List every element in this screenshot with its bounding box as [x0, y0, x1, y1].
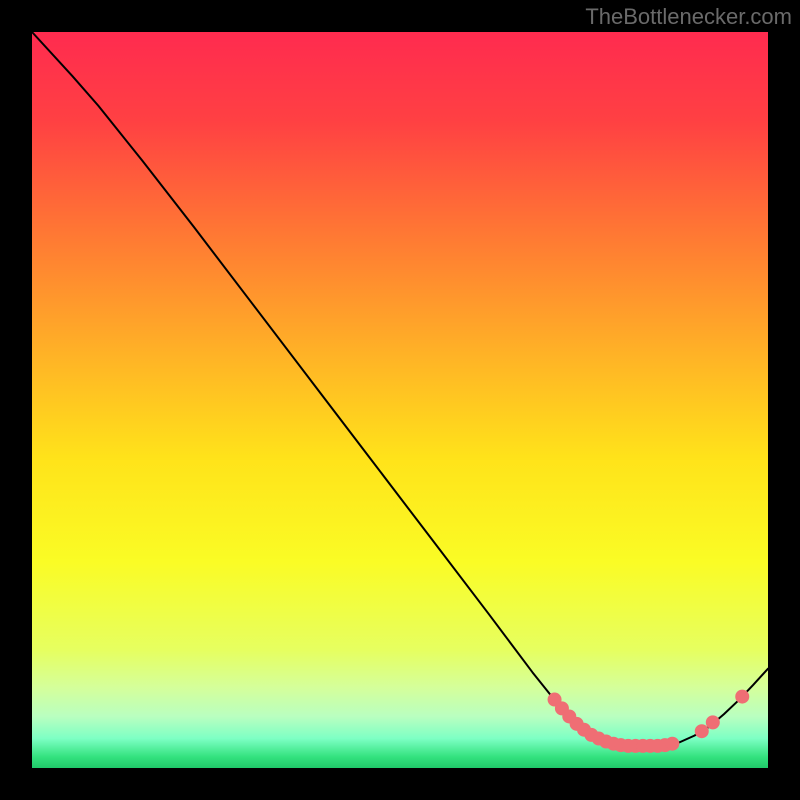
- marker-dot: [666, 737, 679, 750]
- marker-dot: [706, 716, 719, 729]
- marker-dot: [736, 690, 749, 703]
- marker-dot: [695, 725, 708, 738]
- attribution-text: TheBottlenecker.com: [585, 4, 792, 30]
- gradient-background: [32, 32, 768, 768]
- chart-container: TheBottlenecker.com: [0, 0, 800, 800]
- chart-svg: [0, 0, 800, 800]
